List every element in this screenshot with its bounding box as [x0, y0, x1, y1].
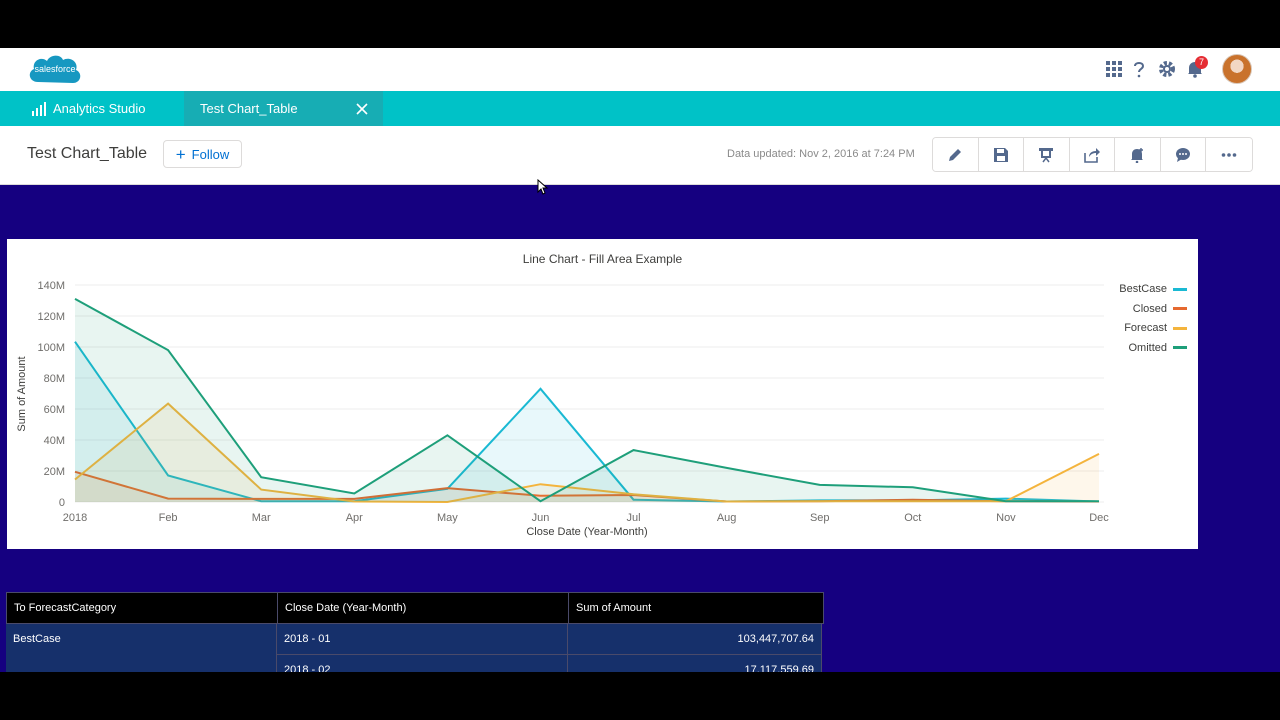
dashboard-header: Test Chart_Table + Follow Data updated: … [0, 126, 1280, 185]
plus-icon: + [175, 144, 186, 164]
app-viewport: salesforce 7 [0, 48, 1280, 672]
legend-label: BestCase [1119, 283, 1167, 295]
edit-button[interactable] [933, 138, 979, 171]
x-tick-label: Jul [627, 512, 641, 524]
mouse-cursor-icon [537, 179, 549, 195]
x-tick-label: Jun [532, 512, 550, 524]
x-tick-label: Nov [996, 512, 1016, 524]
series-area-omitted [75, 298, 1099, 502]
tab-label: Test Chart_Table [200, 101, 298, 116]
series-line-omitted [74, 298, 1099, 503]
series-area-bestcase [75, 341, 1099, 502]
y-tick-label: 20M [44, 466, 65, 478]
column-header-close-date[interactable]: Close Date (Year-Month) [278, 593, 569, 623]
legend-swatch [1173, 346, 1187, 350]
data-updated-text: Data updated: Nov 2, 2016 at 7:24 PM [727, 148, 915, 160]
x-tick-label: Feb [159, 512, 178, 524]
y-tick-label: 40M [44, 435, 65, 447]
legend-label: Closed [1132, 302, 1167, 315]
notification-count-badge: 7 [1195, 56, 1208, 69]
data-table: To ForecastCategory Close Date (Year-Mon… [6, 592, 824, 672]
table-row: BestCase 2018 - 01 103,447,707.64 [6, 624, 824, 655]
present-button[interactable] [1024, 138, 1070, 171]
chart-title: Line Chart - Fill Area Example [522, 252, 683, 266]
area-chart: 0 20M 40M 60M 80M 100M 120M 140M 2018 Feb Mar Apr Ma… [16, 280, 1109, 538]
x-tick-label: Dec [1089, 512, 1109, 524]
legend-label: Forecast [1124, 322, 1167, 335]
salesforce-logo[interactable]: salesforce [26, 50, 84, 90]
cell-date: 2018 - 02 [277, 655, 568, 672]
cell-date: 2018 - 01 [277, 624, 568, 655]
notification-icon [1131, 147, 1144, 163]
x-tick-label: Sep [810, 512, 830, 524]
x-axis-title: Close Date (Year-Month) [526, 526, 647, 538]
pencil-icon [949, 148, 962, 161]
series-line-closed [74, 470, 1100, 503]
user-avatar[interactable] [1222, 54, 1252, 84]
subscribe-button[interactable] [1115, 138, 1161, 171]
x-tick-label: Apr [346, 512, 363, 524]
y-tick-label: 80M [44, 373, 65, 385]
app-name-label: Analytics Studio [53, 101, 146, 116]
dashboard-toolbar [932, 137, 1253, 172]
cell-amount: 103,447,707.64 [568, 624, 822, 655]
more-icon [1221, 152, 1237, 157]
column-header-forecast-category[interactable]: To ForecastCategory [7, 593, 278, 623]
app-nav-bar: Analytics Studio Test Chart_Table [0, 91, 1280, 126]
y-axis-title: Sum of Amount [16, 356, 28, 431]
legend-swatch [1173, 307, 1187, 311]
x-tick-label: Oct [904, 512, 921, 524]
notifications-bell-icon[interactable]: 7 [1185, 56, 1208, 79]
help-icon[interactable] [1129, 59, 1149, 79]
app-launcher-icon[interactable] [1104, 59, 1124, 79]
legend-item-bestcase[interactable]: BestCase [1119, 282, 1187, 296]
y-tick-label: 140M [37, 280, 65, 292]
x-tick-label: Aug [717, 512, 737, 524]
global-header: salesforce 7 [0, 48, 1280, 91]
y-tick-label: 100M [37, 342, 65, 354]
analytics-bars-icon [32, 101, 46, 116]
legend-label: Omitted [1128, 341, 1167, 354]
page-title: Test Chart_Table [27, 145, 148, 162]
cell-amount: 17,117,559.69 [568, 655, 822, 672]
legend-swatch [1173, 326, 1187, 330]
column-header-sum-amount[interactable]: Sum of Amount [576, 602, 652, 614]
follow-button[interactable]: + Follow [163, 140, 242, 168]
settings-gear-icon[interactable] [1157, 59, 1177, 79]
cell-category: BestCase [6, 624, 277, 655]
app-name[interactable]: Analytics Studio [32, 91, 146, 126]
save-button[interactable] [978, 138, 1024, 171]
cloud-icon [29, 55, 81, 83]
present-icon [1039, 147, 1054, 162]
table-header: To ForecastCategory Close Date (Year-Mon… [6, 592, 824, 624]
cell-category [6, 655, 277, 672]
logo-text: salesforce [34, 64, 76, 74]
more-actions-button[interactable] [1206, 138, 1252, 171]
legend-item-omitted[interactable]: Omitted [1128, 341, 1187, 355]
tab-test-chart-table[interactable]: Test Chart_Table [184, 91, 383, 126]
close-tab-icon[interactable] [356, 103, 368, 115]
share-icon [1083, 147, 1100, 163]
x-tick-label: Mar [252, 512, 271, 524]
table-row: 2018 - 02 17,117,559.69 [6, 655, 824, 672]
follow-label: Follow [191, 146, 230, 162]
share-button[interactable] [1069, 138, 1115, 171]
chart-widget[interactable]: 0 20M 40M 60M 80M 100M 120M 140M 2018 Feb Mar Apr Ma… [7, 239, 1198, 549]
x-tick-label: 2018 [63, 512, 87, 524]
y-tick-label: 120M [37, 311, 65, 323]
x-tick-label: May [437, 512, 458, 524]
comment-button[interactable] [1160, 138, 1206, 171]
legend-item-forecast[interactable]: Forecast [1124, 321, 1187, 335]
save-icon [993, 147, 1008, 162]
comment-icon [1175, 147, 1190, 162]
series-line-forecast [74, 402, 1100, 504]
legend-item-closed[interactable]: Closed [1133, 302, 1187, 316]
y-tick-label: 60M [44, 404, 65, 416]
y-tick-label: 0 [59, 497, 65, 509]
legend-swatch [1173, 287, 1187, 291]
